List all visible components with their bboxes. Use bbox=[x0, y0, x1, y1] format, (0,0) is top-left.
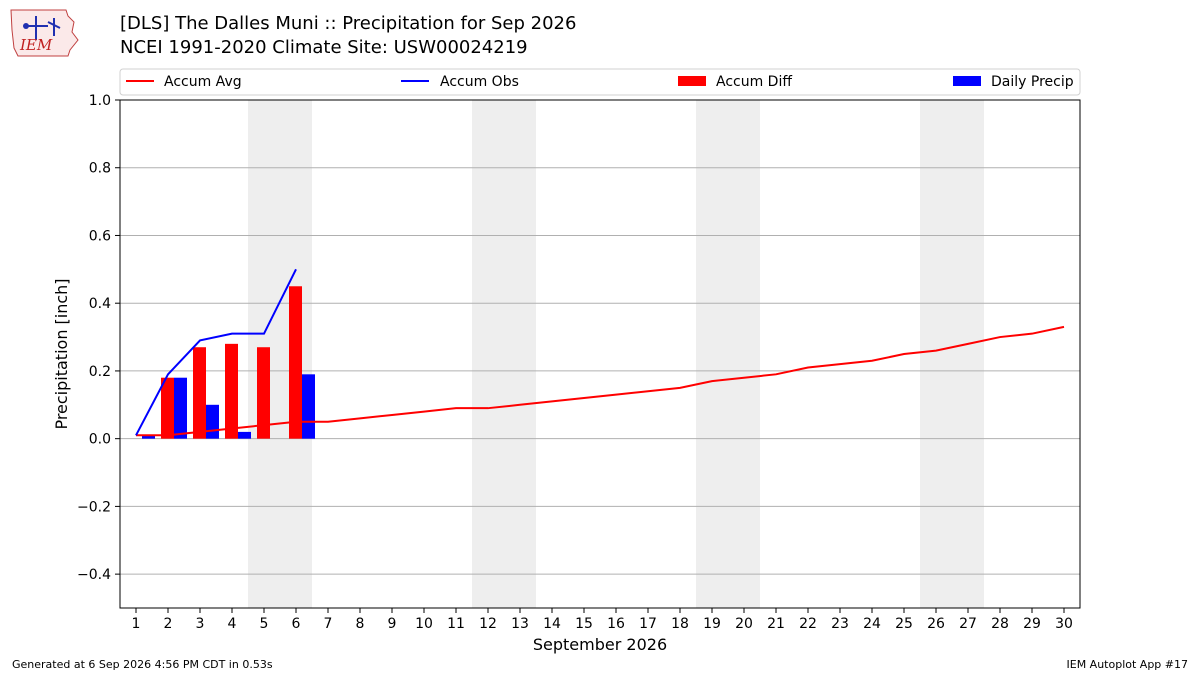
iowa-outline-icon bbox=[10, 9, 79, 57]
accum-avg-line bbox=[136, 325, 1065, 437]
x-tick-label: 27 bbox=[959, 616, 977, 632]
accum-diff-bar-day-4 bbox=[225, 343, 238, 439]
y-ticks: 1.0 0.8 0.6 0.4 0.2 0.0 −0.2 −0.4 bbox=[77, 93, 120, 583]
x-tick-label: 2 bbox=[164, 616, 173, 632]
daily-precip-bar-day-6 bbox=[302, 374, 315, 439]
app-note: IEM Autoplot App #17 bbox=[1066, 658, 1189, 671]
x-tick-label: 20 bbox=[735, 616, 753, 632]
x-tick-label: 28 bbox=[991, 616, 1009, 632]
title-line-2: NCEI 1991-2020 Climate Site: USW00024219 bbox=[120, 37, 528, 58]
x-tick-label: 1 bbox=[132, 616, 141, 632]
y-tick-label: 0.8 bbox=[89, 161, 111, 177]
title-line-1: [DLS] The Dalles Muni :: Precipitation f… bbox=[120, 13, 577, 34]
x-tick-label: 26 bbox=[927, 616, 945, 632]
y-tick-label: −0.2 bbox=[77, 499, 111, 515]
x-tick-label: 22 bbox=[799, 616, 817, 632]
x-tick-label: 16 bbox=[607, 616, 625, 632]
legend-daily-precip-swatch bbox=[953, 76, 981, 86]
y-tick-label: 0.6 bbox=[89, 228, 111, 244]
weekend-band-day-20 bbox=[728, 100, 760, 608]
y-axis-label: Precipitation [inch] bbox=[52, 278, 71, 429]
weekend-band-day-19 bbox=[696, 100, 728, 608]
x-tick-label: 3 bbox=[196, 616, 205, 632]
x-tick-label: 23 bbox=[831, 616, 849, 632]
x-tick-label: 12 bbox=[479, 616, 497, 632]
generated-note: Generated at 6 Sep 2026 4:56 PM CDT in 0… bbox=[12, 658, 273, 671]
weekend-band-day-12 bbox=[472, 100, 504, 608]
legend-box bbox=[119, 68, 1081, 96]
x-tick-label: 29 bbox=[1023, 616, 1041, 632]
x-tick-label: 13 bbox=[511, 616, 529, 632]
x-tick-label: 19 bbox=[703, 616, 721, 632]
y-tick-label: 1.0 bbox=[89, 93, 111, 109]
x-tick-label: 5 bbox=[260, 616, 269, 632]
accum-diff-bar-day-5 bbox=[257, 347, 270, 439]
legend-accum-avg-label: Accum Avg bbox=[164, 74, 242, 90]
x-tick-label: 14 bbox=[543, 616, 561, 632]
lines bbox=[135, 268, 1065, 437]
x-tick-label: 15 bbox=[575, 616, 593, 632]
x-ticks: 1 2 3 4 5 6 7 8 9 10 11 12 13 14 15 16 17 18 19 20 21 22 23 24 2… bbox=[132, 608, 1073, 632]
daily-precip-bar-day-3 bbox=[206, 404, 219, 439]
weekend-band-day-26 bbox=[920, 100, 952, 608]
x-tick-label: 30 bbox=[1055, 616, 1073, 632]
weekend-band-day-13 bbox=[504, 100, 536, 608]
daily-precip-bar-day-4 bbox=[238, 431, 251, 439]
legend-accum-diff-label: Accum Diff bbox=[716, 74, 792, 90]
daily-precip-bar-day-1 bbox=[142, 435, 155, 439]
x-axis-label: September 2026 bbox=[533, 635, 667, 654]
logo-text: IEM bbox=[19, 36, 53, 54]
x-tick-label: 17 bbox=[639, 616, 657, 632]
x-tick-label: 6 bbox=[292, 616, 301, 632]
chart-title: [DLS] The Dalles Muni :: Precipitation f… bbox=[120, 12, 576, 60]
legend: Accum Avg Accum Obs Accum Diff Daily Pre… bbox=[119, 68, 1081, 96]
weather-station-icon bbox=[26, 16, 61, 40]
daily-precip-bar-day-2 bbox=[174, 377, 187, 439]
accum-diff-bar-day-6 bbox=[289, 286, 302, 439]
x-tick-label: 24 bbox=[863, 616, 881, 632]
accum-diff-bar-day-3 bbox=[193, 347, 206, 439]
accum-obs-line bbox=[135, 268, 297, 436]
y-tick-label: 0.0 bbox=[89, 432, 111, 448]
x-tick-label: 21 bbox=[767, 616, 785, 632]
plot-frame bbox=[119, 99, 1081, 609]
y-tick-label: 0.2 bbox=[89, 364, 111, 380]
iem-logo: IEM bbox=[10, 9, 79, 57]
x-tick-label: 18 bbox=[671, 616, 689, 632]
x-tick-label: 9 bbox=[388, 616, 397, 632]
weekend-band-day-27 bbox=[952, 100, 984, 608]
bars bbox=[142, 286, 315, 439]
x-tick-label: 8 bbox=[356, 616, 365, 632]
x-tick-label: 11 bbox=[447, 616, 465, 632]
x-tick-label: 25 bbox=[895, 616, 913, 632]
y-tick-label: 0.4 bbox=[89, 296, 111, 312]
x-tick-label: 4 bbox=[228, 616, 237, 632]
weekend-shading bbox=[248, 100, 984, 608]
legend-accum-obs-label: Accum Obs bbox=[440, 74, 519, 90]
legend-accum-diff-swatch bbox=[678, 76, 706, 86]
x-tick-label: 7 bbox=[324, 616, 333, 632]
accum-diff-bar-day-2 bbox=[161, 377, 174, 439]
x-tick-label: 10 bbox=[415, 616, 433, 632]
y-tick-label: −0.4 bbox=[77, 567, 111, 583]
legend-daily-precip-label: Daily Precip bbox=[991, 74, 1074, 90]
